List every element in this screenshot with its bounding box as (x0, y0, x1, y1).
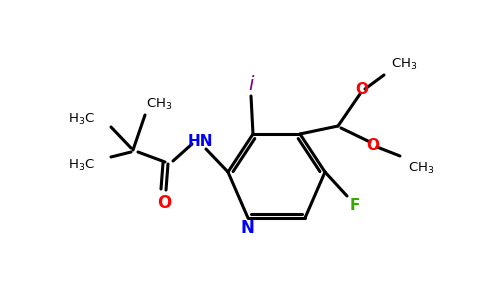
Text: CH$_3$: CH$_3$ (408, 160, 434, 175)
Text: O: O (366, 139, 379, 154)
Text: HN: HN (187, 134, 213, 148)
Text: O: O (157, 194, 171, 212)
Text: N: N (240, 219, 254, 237)
Text: O: O (356, 82, 368, 97)
Text: CH$_3$: CH$_3$ (146, 96, 172, 112)
Text: H$_3$C: H$_3$C (68, 111, 94, 127)
Text: i: i (248, 76, 254, 94)
Text: F: F (350, 197, 360, 212)
Text: H$_3$C: H$_3$C (68, 158, 94, 172)
Text: CH$_3$: CH$_3$ (391, 56, 417, 71)
